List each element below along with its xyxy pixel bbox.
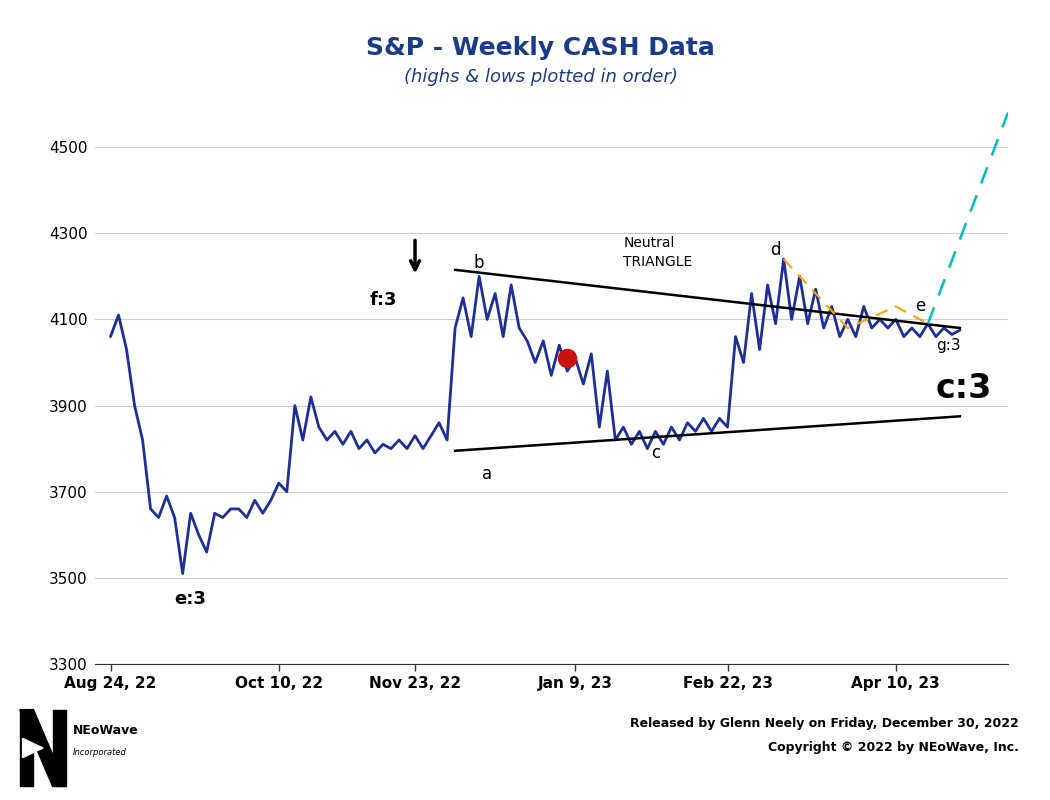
Text: e:3: e:3 [174, 590, 207, 608]
Polygon shape [23, 738, 43, 758]
Text: f:3: f:3 [370, 291, 397, 309]
Text: Neutral
TRIANGLE: Neutral TRIANGLE [624, 237, 693, 269]
Text: Incorporated: Incorporated [74, 748, 127, 758]
Text: a: a [482, 466, 492, 483]
Text: b: b [474, 254, 484, 272]
Text: c:3: c:3 [936, 372, 992, 405]
Text: c: c [651, 444, 660, 462]
Text: g:3: g:3 [936, 338, 961, 353]
Text: (highs & lows plotted in order): (highs & lows plotted in order) [404, 68, 677, 86]
Text: d: d [771, 242, 781, 259]
Text: S&P - Weekly CASH Data: S&P - Weekly CASH Data [366, 36, 715, 60]
Text: Released by Glenn Neely on Friday, December 30, 2022: Released by Glenn Neely on Friday, Decem… [630, 718, 1018, 730]
Text: NEoWave: NEoWave [74, 724, 139, 738]
Polygon shape [20, 710, 66, 786]
Text: Copyright © 2022 by NEoWave, Inc.: Copyright © 2022 by NEoWave, Inc. [768, 742, 1018, 754]
Text: e: e [915, 298, 925, 315]
